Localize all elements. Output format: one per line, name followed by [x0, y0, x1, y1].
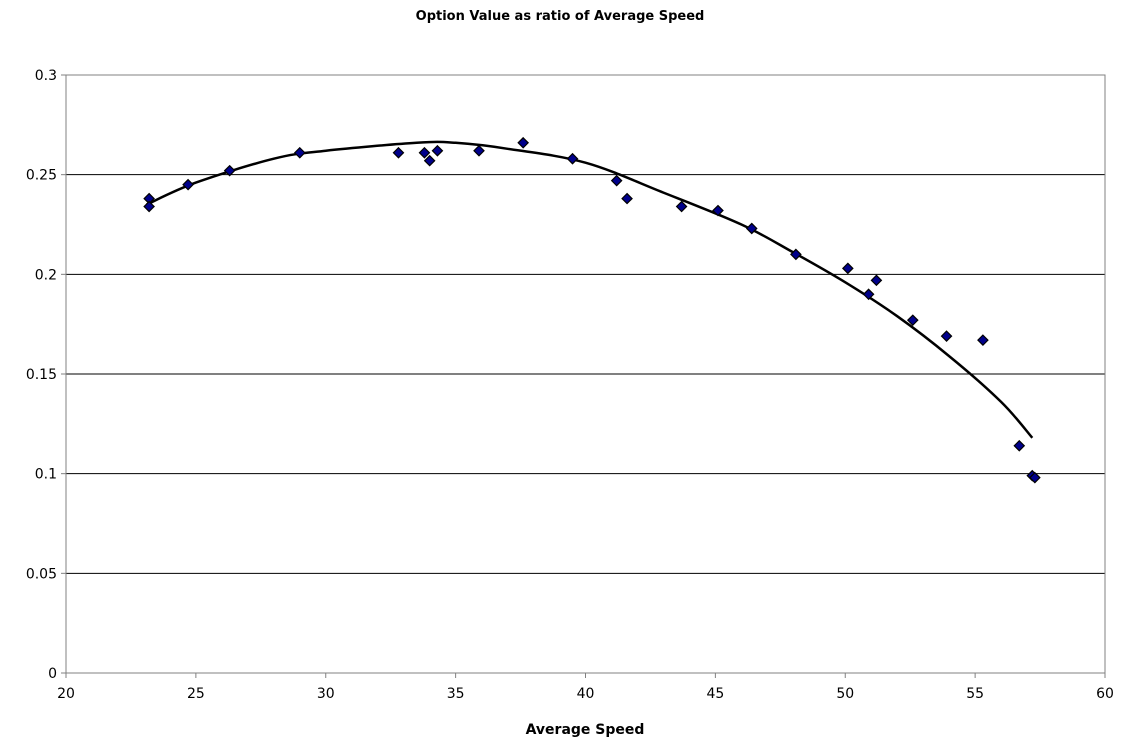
x-tick-label: 40 [577, 686, 595, 702]
x-tick-label: 60 [1096, 686, 1114, 702]
data-point [870, 274, 883, 287]
data-point [712, 204, 724, 217]
data-point [621, 192, 633, 205]
data-point [566, 152, 579, 165]
data-point [906, 314, 919, 327]
data-point [392, 146, 405, 159]
data-point [431, 144, 444, 157]
y-tick-label: 0 [48, 666, 57, 682]
data-point [473, 144, 485, 157]
data-point [1013, 439, 1026, 452]
data-point [940, 330, 953, 342]
data-points [143, 136, 1041, 484]
x-tick-label: 25 [187, 686, 205, 702]
data-point [223, 164, 236, 177]
y-tick-label: 0.2 [35, 267, 57, 283]
axes [61, 74, 1106, 678]
trendline-group [145, 140, 1034, 439]
x-tick-label: 35 [447, 686, 465, 702]
y-axis-tick-labels: 0 0.05 0.1 0.15 0.2 0.25 0.3 [26, 68, 57, 682]
y-tick-label: 0.15 [26, 367, 57, 383]
x-tick-label: 20 [57, 686, 75, 702]
data-point [841, 262, 854, 275]
data-point [293, 146, 306, 159]
data-point [675, 200, 688, 213]
data-point [423, 154, 436, 167]
data-point [977, 334, 989, 346]
x-tick-label: 55 [966, 686, 984, 702]
data-point [862, 288, 875, 301]
x-tick-label: 45 [706, 686, 724, 702]
data-point [418, 146, 431, 159]
data-point [143, 200, 155, 213]
y-tick-label: 0.1 [35, 467, 57, 483]
x-axis-title: Average Speed [526, 722, 645, 738]
x-tick-label: 50 [836, 686, 854, 702]
x-axis-tick-labels: 20 25 30 35 40 45 50 55 60 [57, 686, 1114, 702]
y-tick-label: 0.25 [26, 168, 57, 184]
gridlines [66, 74, 1105, 574]
chart-title: Option Value as ratio of Average Speed [416, 9, 705, 24]
data-point [517, 136, 530, 149]
data-point [745, 222, 758, 235]
y-tick-label: 0.3 [35, 68, 57, 84]
x-tick-label: 30 [317, 686, 335, 702]
data-point [182, 178, 194, 191]
data-point [610, 174, 623, 187]
data-point [790, 248, 802, 261]
trendline [145, 140, 1034, 439]
y-tick-label: 0.05 [26, 566, 57, 582]
data-point [1029, 471, 1041, 484]
